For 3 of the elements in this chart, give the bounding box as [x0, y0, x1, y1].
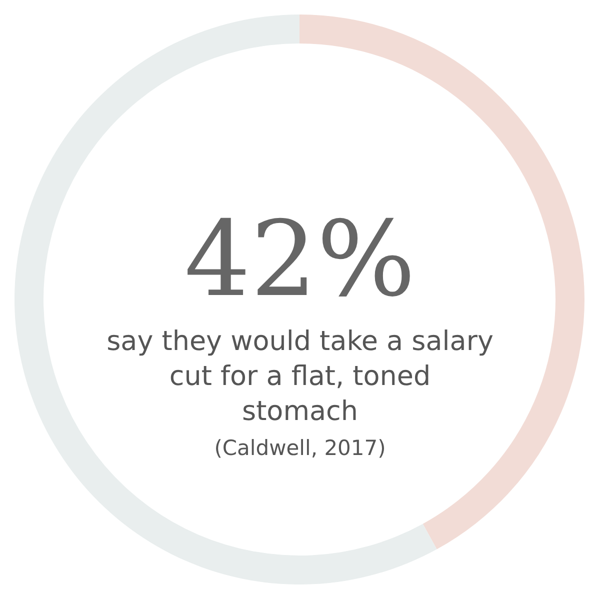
- text: say they would take a salary cut for a flat, toned stomach: [106, 326, 494, 428]
- text: (Caldwell, 2017): [214, 436, 386, 460]
- data-label: 42%: [184, 198, 416, 320]
